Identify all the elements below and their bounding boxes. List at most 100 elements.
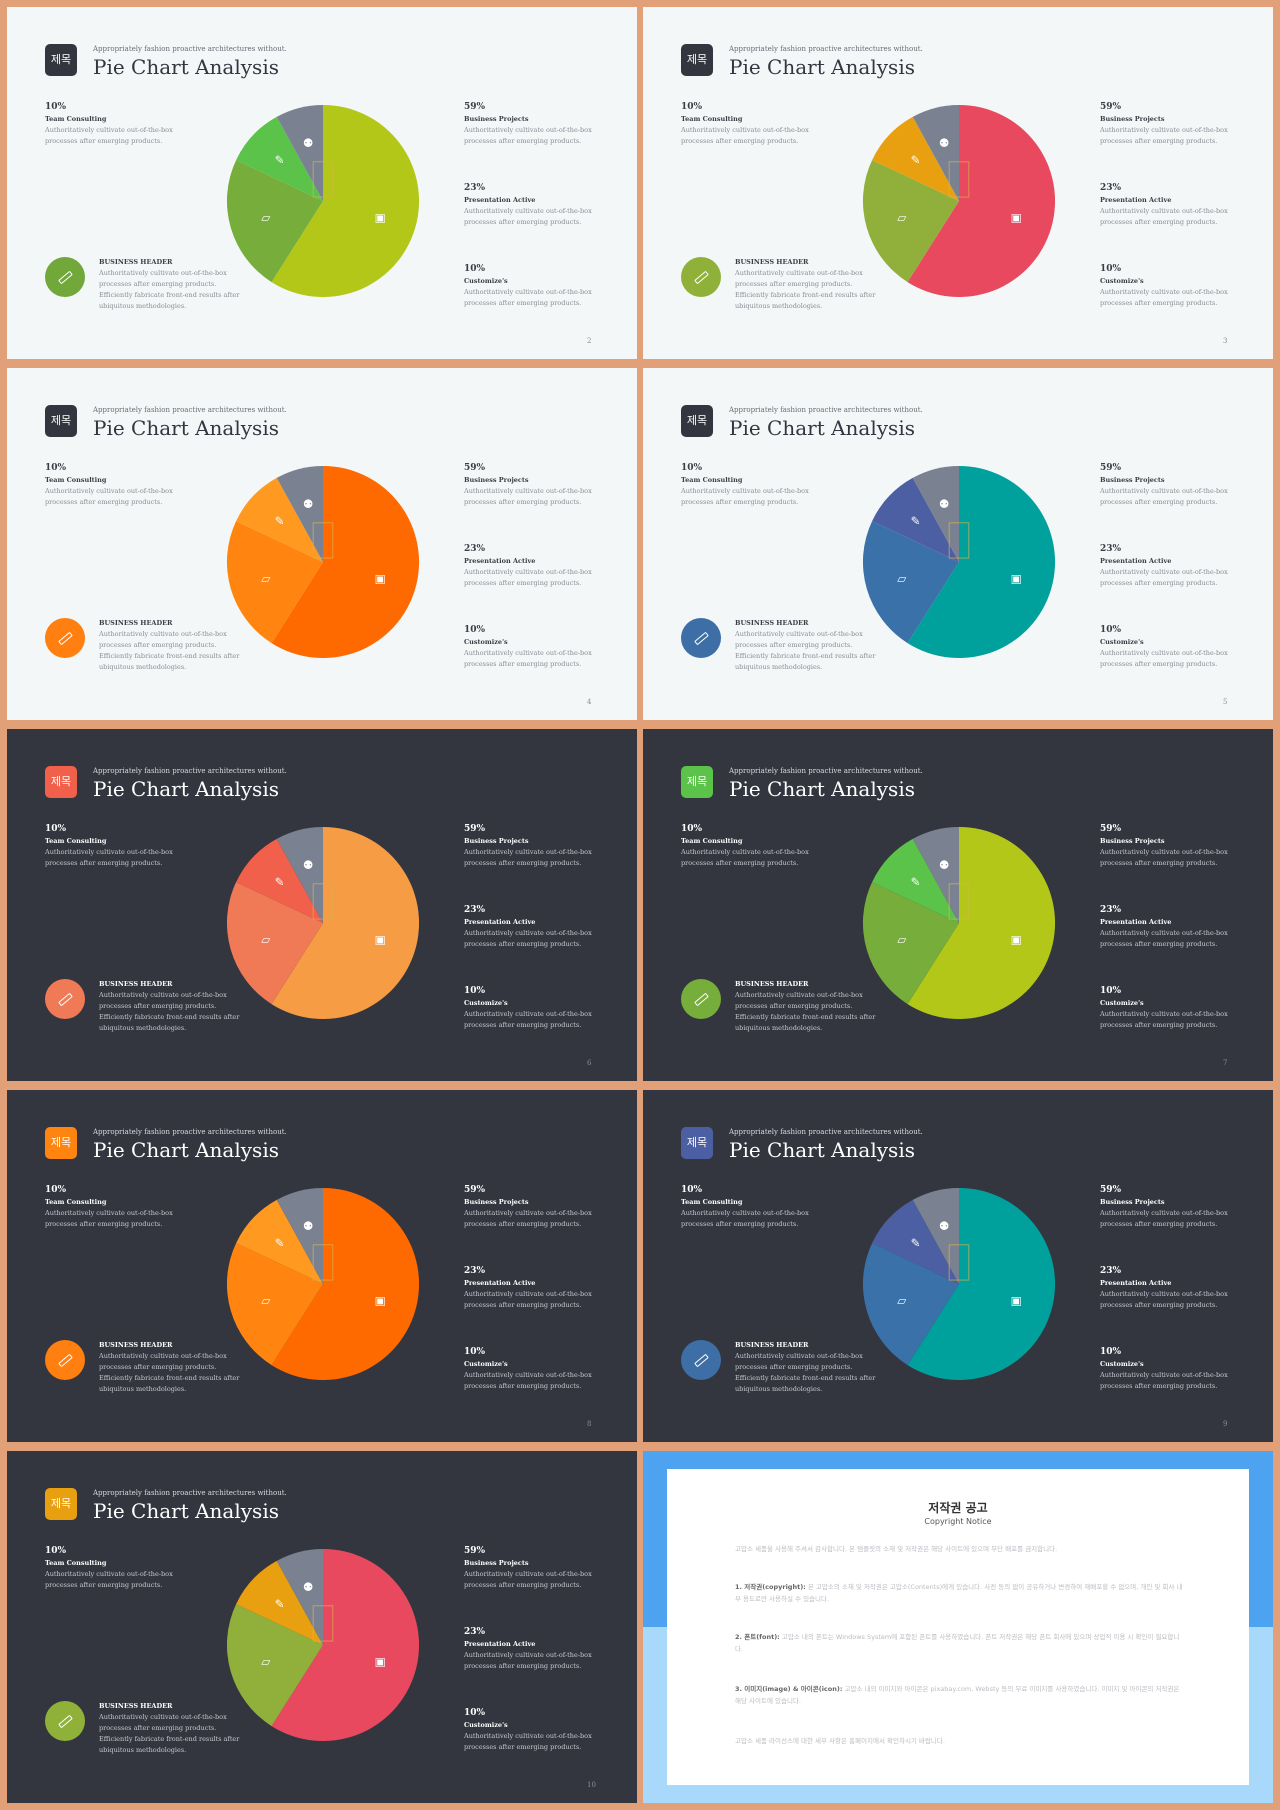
- briefcase-icon: ▣: [1011, 211, 1022, 225]
- copyright-card: 저작권 공고 Copyright Notice 고맙소 세품을 사용해 주셔서 …: [667, 1469, 1249, 1785]
- business-header-block: BUSINESS HEADER Authoritatively cultivat…: [99, 1702, 240, 1754]
- users-icon: ⚉: [939, 136, 950, 150]
- folder-icon: ▱: [897, 572, 906, 586]
- pie-slice-10: [872, 477, 959, 562]
- copyright-p1: 1. 저작권(copyright): 본 고맙소의 소재 및 저작권은 고맙소(…: [735, 1583, 1183, 1603]
- block-customizes: 10% Customize's Authoritatively cultivat…: [1100, 986, 1228, 1029]
- pie-slice-23: [226, 160, 323, 283]
- folder-icon: ▱: [261, 933, 270, 947]
- briefcase-icon: ▣: [1011, 572, 1022, 586]
- users-icon: ⚉: [303, 1219, 314, 1233]
- slide-subtitle: Appropriately fashion proactive architec…: [93, 406, 287, 414]
- block-presentation-active: 23% Presentation Active Authoritatively …: [1100, 544, 1228, 587]
- business-header-block: BUSINESS HEADER Authoritatively cultivat…: [99, 258, 240, 310]
- pie-chart: ▣ ▱ ✎ ⚉: [226, 1548, 420, 1742]
- slide-9: 제목 Appropriately fashion proactive archi…: [643, 1090, 1273, 1442]
- block-team-consulting: 10% Team Consulting Authoritatively cult…: [45, 1546, 173, 1589]
- block-presentation-active: 23% Presentation Active Authoritatively …: [464, 183, 592, 226]
- pie-slice-10: [236, 1560, 323, 1645]
- block-presentation-active: 23% Presentation Active Authoritatively …: [464, 905, 592, 948]
- pie-slice-23: [226, 1243, 323, 1366]
- business-header-block: BUSINESS HEADER Authoritatively cultivat…: [735, 1341, 876, 1393]
- briefcase-icon: ▣: [375, 1655, 386, 1669]
- pie-slice-10: [236, 116, 323, 201]
- slide-subtitle: Appropriately fashion proactive architec…: [93, 45, 287, 53]
- pencil-icon: [58, 270, 73, 285]
- business-header-block: BUSINESS HEADER Authoritatively cultivat…: [735, 619, 876, 671]
- business-header-block: BUSINESS HEADER Authoritatively cultivat…: [735, 980, 876, 1032]
- pencil-icon: [694, 631, 709, 646]
- copyright-title: 저작권 공고: [928, 1501, 988, 1515]
- slide-4: 제목 Appropriately fashion proactive archi…: [7, 368, 637, 720]
- pencil-icon: [58, 1353, 73, 1368]
- pie-slice-8: [276, 1548, 323, 1645]
- pie-slice-59: [271, 1548, 420, 1742]
- business-header-block: BUSINESS HEADER Authoritatively cultivat…: [99, 980, 240, 1032]
- watermark-badge: [312, 1244, 334, 1281]
- pie-slice-23: [226, 882, 323, 1005]
- slide-7: 제목 Appropriately fashion proactive archi…: [643, 729, 1273, 1081]
- block-customizes: 10% Customize's Authoritatively cultivat…: [1100, 264, 1228, 307]
- users-icon: ⚉: [939, 858, 950, 872]
- slide-6: 제목 Appropriately fashion proactive archi…: [7, 729, 637, 1081]
- users-icon: ⚉: [939, 1219, 950, 1233]
- slide-title: Pie Chart Analysis: [93, 1499, 279, 1523]
- block-customizes: 10% Customize's Authoritatively cultivat…: [464, 1347, 592, 1390]
- block-presentation-active: 23% Presentation Active Authoritatively …: [464, 1266, 592, 1309]
- pie-slice-8: [912, 1187, 959, 1284]
- pie-slice-23: [862, 882, 959, 1005]
- watermark-badge: [948, 161, 970, 198]
- block-customizes: 10% Customize's Authoritatively cultivat…: [1100, 1347, 1228, 1390]
- copyright-subtitle: Copyright Notice: [924, 1517, 992, 1526]
- block-business-projects: 59% Business Projects Authoritatively cu…: [1100, 1185, 1228, 1228]
- pie-chart: ▣ ▱ ✎ ⚉: [226, 104, 420, 298]
- pie-slice-8: [276, 104, 323, 201]
- watermark-badge: [948, 883, 970, 920]
- copyright-p3: 3. 이미지(image) & 아이콘(icon): 고맙소 내의 이미지와 아…: [735, 1685, 1180, 1705]
- pencil-circle: [45, 979, 85, 1019]
- slide-subtitle: Appropriately fashion proactive architec…: [729, 45, 923, 53]
- page-number: 10: [587, 1781, 596, 1789]
- folder-icon: ▱: [897, 211, 906, 225]
- copyright-outro: 고맙소 세품 라이선스에 대한 세부 사항은 홈페이지에서 확인하시기 바랍니다…: [735, 1737, 945, 1745]
- pencil-circle: [681, 1340, 721, 1380]
- block-team-consulting: 10% Team Consulting Authoritatively cult…: [45, 102, 173, 145]
- pencil-circle: [45, 618, 85, 658]
- watermark-badge: [312, 522, 334, 559]
- watermark-badge: [312, 1605, 334, 1642]
- pencil-circle: [681, 257, 721, 297]
- logo-badge: 제목: [681, 405, 713, 437]
- block-business-projects: 59% Business Projects Authoritatively cu…: [464, 1546, 592, 1589]
- briefcase-icon: ▣: [1011, 1294, 1022, 1308]
- pencil-circle: [45, 1340, 85, 1380]
- edit-icon: ✎: [911, 875, 921, 889]
- folder-icon: ▱: [261, 572, 270, 586]
- users-icon: ⚉: [303, 136, 314, 150]
- pencil-icon: [58, 992, 73, 1007]
- pie-slice-59: [271, 104, 420, 298]
- pie-slice-59: [907, 826, 1056, 1020]
- pie-chart: ▣ ▱ ✎ ⚉: [862, 1187, 1056, 1381]
- pie-slice-8: [912, 104, 959, 201]
- slide-3: 제목 Appropriately fashion proactive archi…: [643, 7, 1273, 359]
- logo-badge: 제목: [681, 1127, 713, 1159]
- pie-slice-10: [236, 838, 323, 923]
- slide-title: Pie Chart Analysis: [729, 55, 915, 79]
- block-team-consulting: 10% Team Consulting Authoritatively cult…: [681, 463, 809, 506]
- watermark-badge: [948, 522, 970, 559]
- page-number: 9: [1223, 1420, 1228, 1428]
- pie-chart: ▣ ▱ ✎ ⚉: [226, 1187, 420, 1381]
- block-team-consulting: 10% Team Consulting Authoritatively cult…: [45, 463, 173, 506]
- block-customizes: 10% Customize's Authoritatively cultivat…: [464, 625, 592, 668]
- block-presentation-active: 23% Presentation Active Authoritatively …: [1100, 1266, 1228, 1309]
- block-presentation-active: 23% Presentation Active Authoritatively …: [1100, 905, 1228, 948]
- copyright-p2: 2. 폰트(font): 고맙소 내의 폰트는 Windows System에 …: [735, 1633, 1180, 1653]
- block-business-projects: 59% Business Projects Authoritatively cu…: [1100, 102, 1228, 145]
- pie-slice-23: [226, 1604, 323, 1727]
- block-team-consulting: 10% Team Consulting Authoritatively cult…: [45, 1185, 173, 1228]
- block-presentation-active: 23% Presentation Active Authoritatively …: [464, 544, 592, 587]
- pie-slice-8: [276, 465, 323, 562]
- logo-badge: 제목: [681, 766, 713, 798]
- pencil-icon: [694, 992, 709, 1007]
- pie-slice-10: [236, 477, 323, 562]
